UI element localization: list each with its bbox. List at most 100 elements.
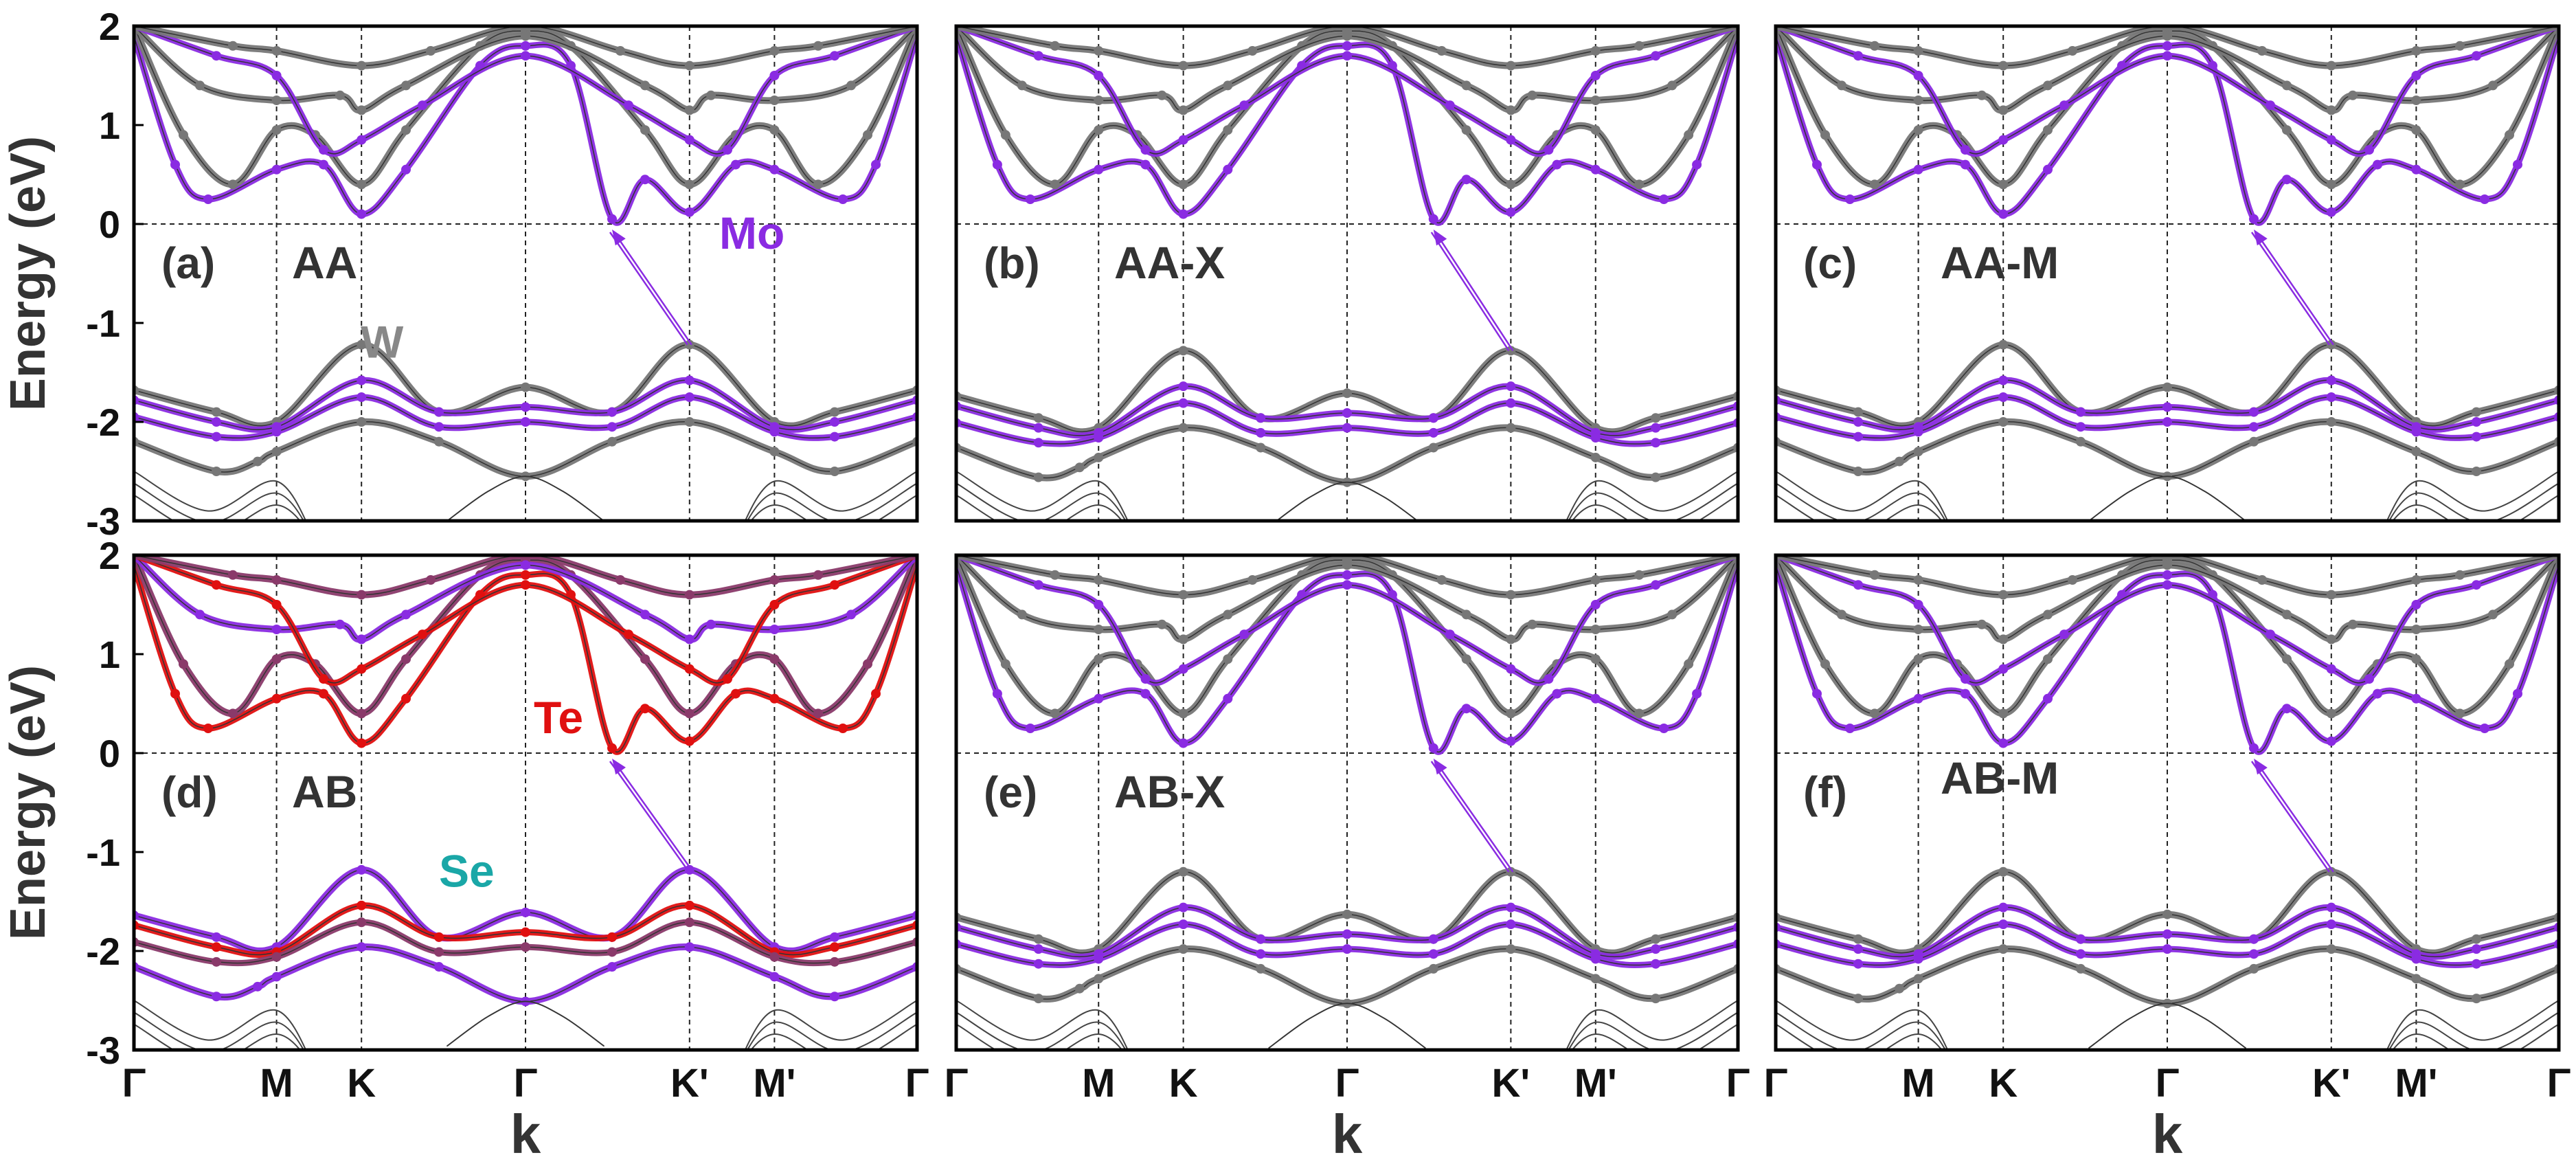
transition-arrowhead (612, 759, 626, 775)
band-point (212, 992, 221, 1002)
panel-aa-m: (c) AA-M (1774, 24, 2561, 523)
band-point (1998, 738, 2009, 748)
band-point (615, 46, 625, 56)
band-point (1913, 575, 1923, 585)
band-point (271, 427, 282, 437)
band-point (1506, 664, 1516, 674)
band-point (1461, 125, 1471, 135)
k-tick-label: K (1169, 1061, 1198, 1106)
thin-band-left (134, 494, 302, 521)
band-point (2364, 145, 2374, 155)
band-point (2488, 609, 2498, 620)
y-tick-label: 2 (99, 5, 120, 48)
band-point (357, 179, 367, 190)
panel-ab-x: (e) AB-X Γ M K Γ K' M' Γk (945, 553, 1750, 1164)
band-point (830, 51, 839, 61)
band-point (1000, 659, 1010, 669)
panel-aa-x: (b) AA-X (954, 24, 1740, 523)
thin-band-right (2391, 1023, 2559, 1050)
panel-title: AB-X (1114, 766, 1225, 817)
band-point (640, 80, 650, 91)
band-point (1074, 983, 1085, 994)
band-point (1977, 90, 1987, 100)
band-point (1178, 179, 1188, 190)
thin-band-right (749, 494, 917, 521)
band-point (830, 417, 839, 427)
band-core (1776, 36, 2559, 223)
band-point (640, 704, 650, 714)
band-point (1033, 944, 1043, 954)
band-point (1845, 194, 1855, 204)
band-point (1853, 51, 1863, 61)
band-point (2326, 339, 2336, 350)
band-point (1506, 423, 1516, 433)
band-point (830, 956, 839, 967)
band-point (1684, 130, 1694, 140)
panel-aa: (a) AA Mo W 2 1 0 -1 -2 -3 Energy (eV) (1, 5, 919, 543)
band-point (1812, 159, 1822, 170)
band-point (521, 580, 530, 590)
band-point (357, 664, 367, 674)
band-point (1853, 994, 1863, 1004)
band-point (1033, 413, 1043, 423)
band-point (1651, 413, 1661, 423)
band-point (2162, 41, 2172, 51)
panel-frame (1774, 24, 2561, 523)
band-point (1223, 80, 1233, 91)
band-point (1590, 600, 1601, 609)
band-point (2162, 580, 2172, 590)
band-point (1998, 634, 2009, 645)
thin-band-right (744, 471, 917, 521)
band-point (1094, 954, 1104, 964)
band-point (871, 689, 881, 699)
band-point (1913, 954, 1923, 964)
band-point (769, 46, 780, 56)
y-tick-label: -1 (86, 831, 120, 874)
band-point (1667, 80, 1677, 91)
k-tick-label: Γ (122, 1061, 146, 1106)
band-point (521, 31, 530, 41)
band-point (170, 159, 180, 170)
band-point (1506, 346, 1516, 356)
panel-tag: (f) (1803, 768, 1847, 817)
band-point (1590, 164, 1601, 175)
band-point (228, 708, 238, 719)
band-point (1527, 90, 1537, 100)
band-point (335, 90, 345, 100)
band-point (170, 689, 180, 699)
band-point (1913, 974, 1923, 984)
band-point (1033, 580, 1043, 590)
band-point (2249, 743, 2259, 753)
band-point (1998, 944, 2009, 954)
band-point (1033, 51, 1043, 61)
thin-band-left (956, 1000, 1129, 1050)
band-point (2326, 105, 2336, 115)
band-point (203, 194, 213, 204)
band-point (1853, 934, 1863, 944)
panel-frame (954, 24, 1740, 523)
band-point (2162, 31, 2172, 41)
band-point (1178, 135, 1188, 145)
band-point (212, 942, 221, 952)
band-point (434, 436, 444, 447)
band-point (769, 952, 780, 962)
band-point (2257, 575, 2267, 585)
band-core (956, 565, 1738, 752)
band-point (319, 689, 328, 699)
band-point (357, 209, 367, 219)
band-point (1239, 100, 1250, 111)
band-core (2088, 1003, 2246, 1049)
band-point (271, 71, 282, 80)
band-point (212, 432, 221, 442)
band-point (2348, 619, 2358, 629)
k-tick-label: M' (753, 1061, 795, 1106)
band-point (434, 422, 444, 432)
band-point (1998, 866, 2009, 877)
band-point (2348, 90, 2358, 100)
band-point (1178, 60, 1188, 71)
band-point (2326, 708, 2336, 719)
band-core (1276, 482, 1419, 521)
band-point (2488, 80, 2498, 91)
band-point (212, 467, 221, 476)
band-point (253, 456, 262, 467)
